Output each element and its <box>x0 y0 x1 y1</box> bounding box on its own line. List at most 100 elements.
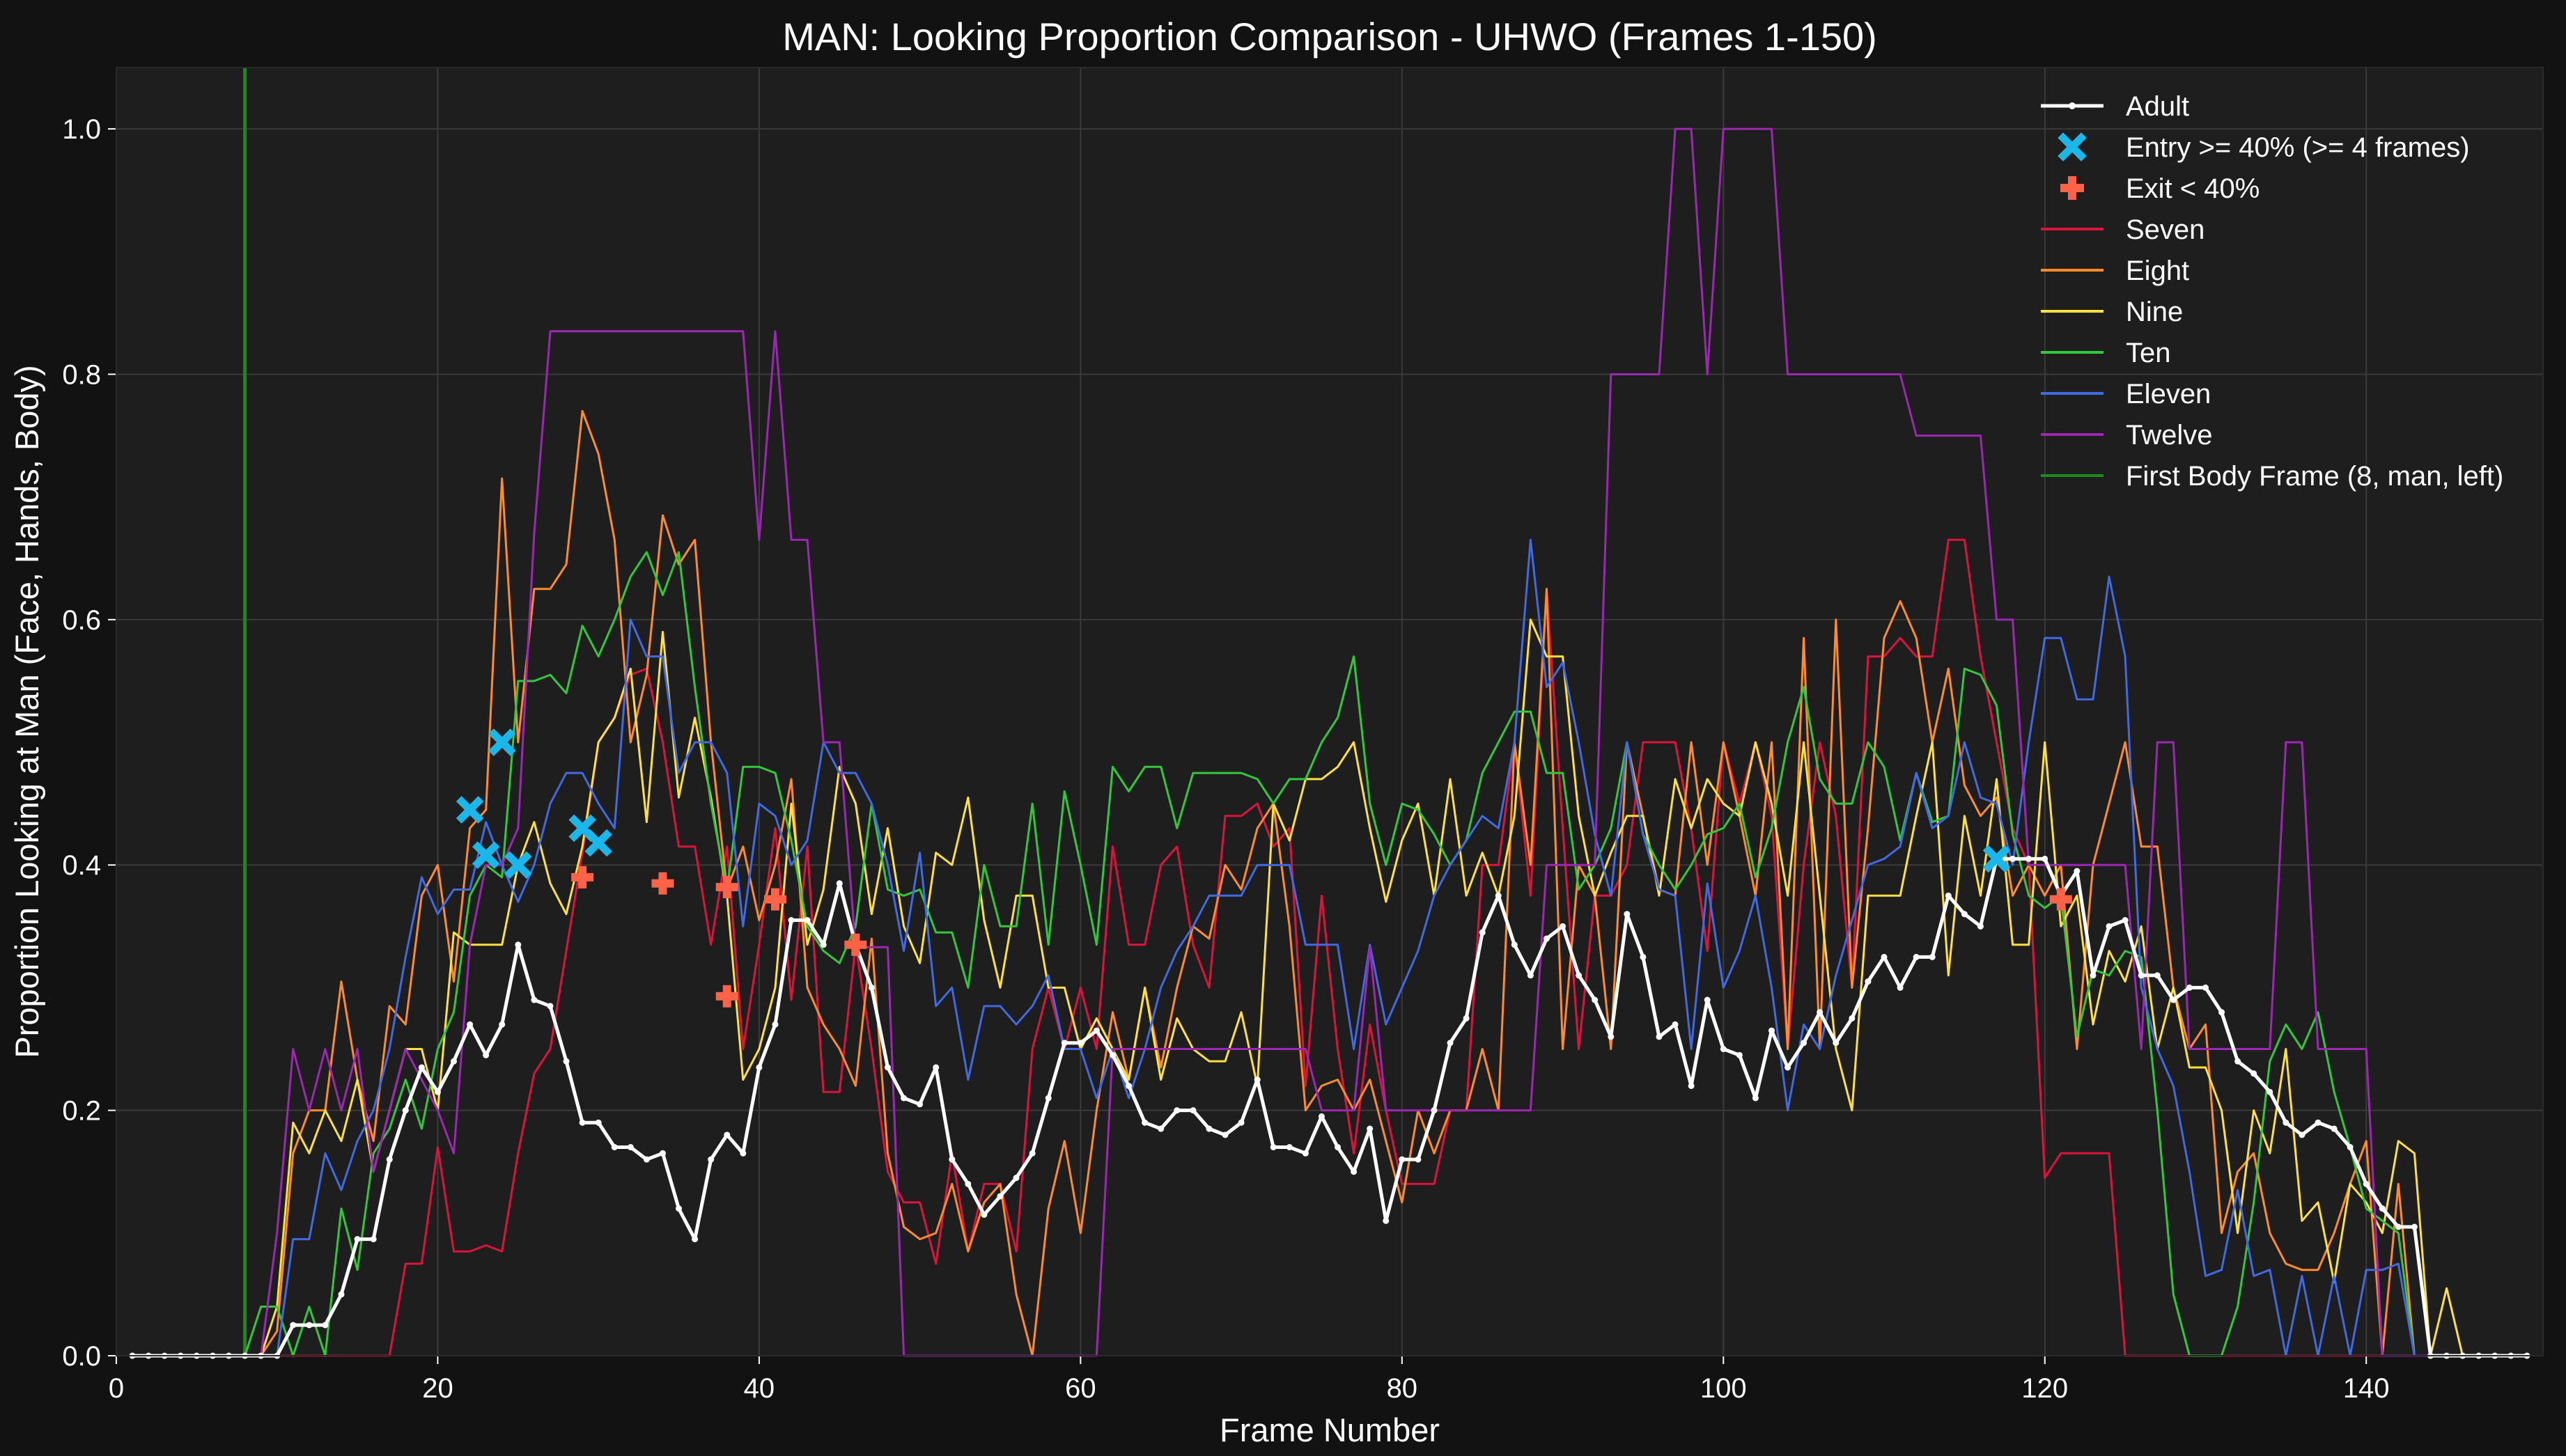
y-tick-label: 0.2 <box>62 1096 101 1127</box>
adult-point <box>740 1150 747 1157</box>
adult-point <box>1495 892 1502 899</box>
adult-point <box>1576 972 1583 979</box>
exit-marker <box>2049 888 2072 911</box>
adult-point <box>1511 941 1518 948</box>
series-line-eleven <box>132 538 2527 1357</box>
adult-point <box>2074 868 2081 875</box>
axes: 0 20 40 60 80 100 120 140 0.0 0.2 0.4 0.6 0.8 1.0 <box>62 67 2544 1404</box>
adult-point <box>1479 929 1486 936</box>
adult-point <box>2266 1088 2273 1095</box>
legend-label: Exit < 40% <box>2126 173 2260 204</box>
adult-point <box>981 1211 988 1218</box>
adult-point <box>386 1156 393 1163</box>
y-axis-title: Proportion Looking at Man (Face, Hands, … <box>8 365 45 1058</box>
adult-point <box>402 1107 409 1114</box>
legend-item: First Body Frame (8, man, left) <box>2041 461 2503 492</box>
adult-point <box>2283 1119 2289 1126</box>
adult-point <box>2363 1180 2370 1187</box>
adult-point <box>2202 984 2209 991</box>
adult-point <box>1736 1051 1743 1058</box>
adult-point <box>1415 1156 1422 1163</box>
adult-point <box>772 1021 779 1028</box>
adult-point <box>547 1003 554 1010</box>
adult-point <box>1592 996 1599 1003</box>
adult-point <box>467 1021 474 1028</box>
adult-point <box>579 1119 586 1126</box>
x-tick-label: 140 <box>2343 1373 2390 1404</box>
adult-point <box>434 1088 441 1095</box>
legend-item: Exit < 40% <box>2060 173 2260 204</box>
entry-marker <box>472 841 500 869</box>
adult-point <box>1801 1040 1807 1047</box>
adult-point <box>322 1322 329 1329</box>
chart-title: MAN: Looking Proportion Comparison - UHW… <box>782 15 1877 58</box>
adult-point <box>1977 923 1984 930</box>
legend-item: Nine <box>2041 297 2183 327</box>
legend-label: Eight <box>2126 256 2189 286</box>
adult-point <box>724 1132 731 1138</box>
adult-point <box>1704 996 1711 1003</box>
series-line-eight <box>132 409 2527 1357</box>
adult-point <box>1768 1027 1775 1034</box>
legend-label: Seven <box>2126 214 2205 245</box>
adult-point <box>1190 1107 1197 1114</box>
adult-point <box>2411 1223 2418 1230</box>
adult-point <box>1961 911 1968 918</box>
adult-point <box>1720 1046 1727 1053</box>
adult-point <box>1238 1119 1245 1126</box>
adult-point <box>595 1119 602 1126</box>
entry-marker <box>504 851 532 879</box>
adult-point <box>1318 1113 1325 1120</box>
adult-point <box>2347 1143 2354 1150</box>
adult-point <box>1913 953 1920 960</box>
adult-point <box>2186 984 2193 991</box>
legend-label: First Body Frame (8, man, left) <box>2126 461 2503 492</box>
adult-point <box>1077 1040 1084 1047</box>
adult-point <box>418 1064 425 1071</box>
adult-point <box>1945 892 1952 899</box>
x-tick-label: 60 <box>1065 1373 1096 1404</box>
adult-point <box>1543 935 1550 942</box>
adult-point <box>354 1236 361 1243</box>
adult-point <box>611 1143 618 1150</box>
series-line-twelve <box>132 127 2527 1357</box>
adult-point <box>1817 1009 1824 1016</box>
series-layer <box>129 68 2530 1359</box>
adult-point <box>1174 1107 1181 1114</box>
exit-marker <box>651 872 674 895</box>
adult-point <box>917 1101 924 1108</box>
legend-label: Ten <box>2126 338 2171 368</box>
adult-point <box>306 1322 313 1329</box>
x-tick-label: 40 <box>744 1373 775 1404</box>
adult-point <box>1270 1143 1277 1150</box>
adult-point <box>338 1291 345 1298</box>
entry-marker <box>488 728 516 756</box>
adult-point <box>2315 1119 2322 1126</box>
adult-point <box>2025 855 2032 862</box>
adult-point <box>1784 1064 1791 1071</box>
adult-point <box>1656 1033 1663 1040</box>
series-line-ten <box>132 551 2527 1357</box>
adult-point <box>627 1143 634 1150</box>
series-line-seven <box>132 538 2527 1357</box>
adult-point <box>1527 972 1534 979</box>
legend-swatch <box>2060 176 2084 200</box>
adult-point <box>1640 953 1647 960</box>
adult-point <box>2138 972 2145 979</box>
y-tick-label: 0.6 <box>62 605 101 636</box>
adult-point <box>1093 1027 1100 1034</box>
x-axis-title: Frame Number <box>1220 1411 1440 1448</box>
legend-item: Entry >= 40% (>= 4 frames) <box>2058 132 2470 163</box>
adult-point <box>531 996 538 1003</box>
exit-marker <box>763 888 786 911</box>
adult-point <box>1752 1095 1759 1102</box>
legend-label: Entry >= 40% (>= 4 frames) <box>2126 132 2470 163</box>
legend-swatch <box>2058 132 2087 162</box>
adult-point <box>884 1064 891 1071</box>
legend-label: Twelve <box>2126 420 2213 451</box>
x-tick-label: 120 <box>2021 1373 2068 1404</box>
adult-point <box>901 1095 908 1102</box>
adult-point <box>1463 1015 1470 1021</box>
x-tick-label: 100 <box>1700 1373 1747 1404</box>
